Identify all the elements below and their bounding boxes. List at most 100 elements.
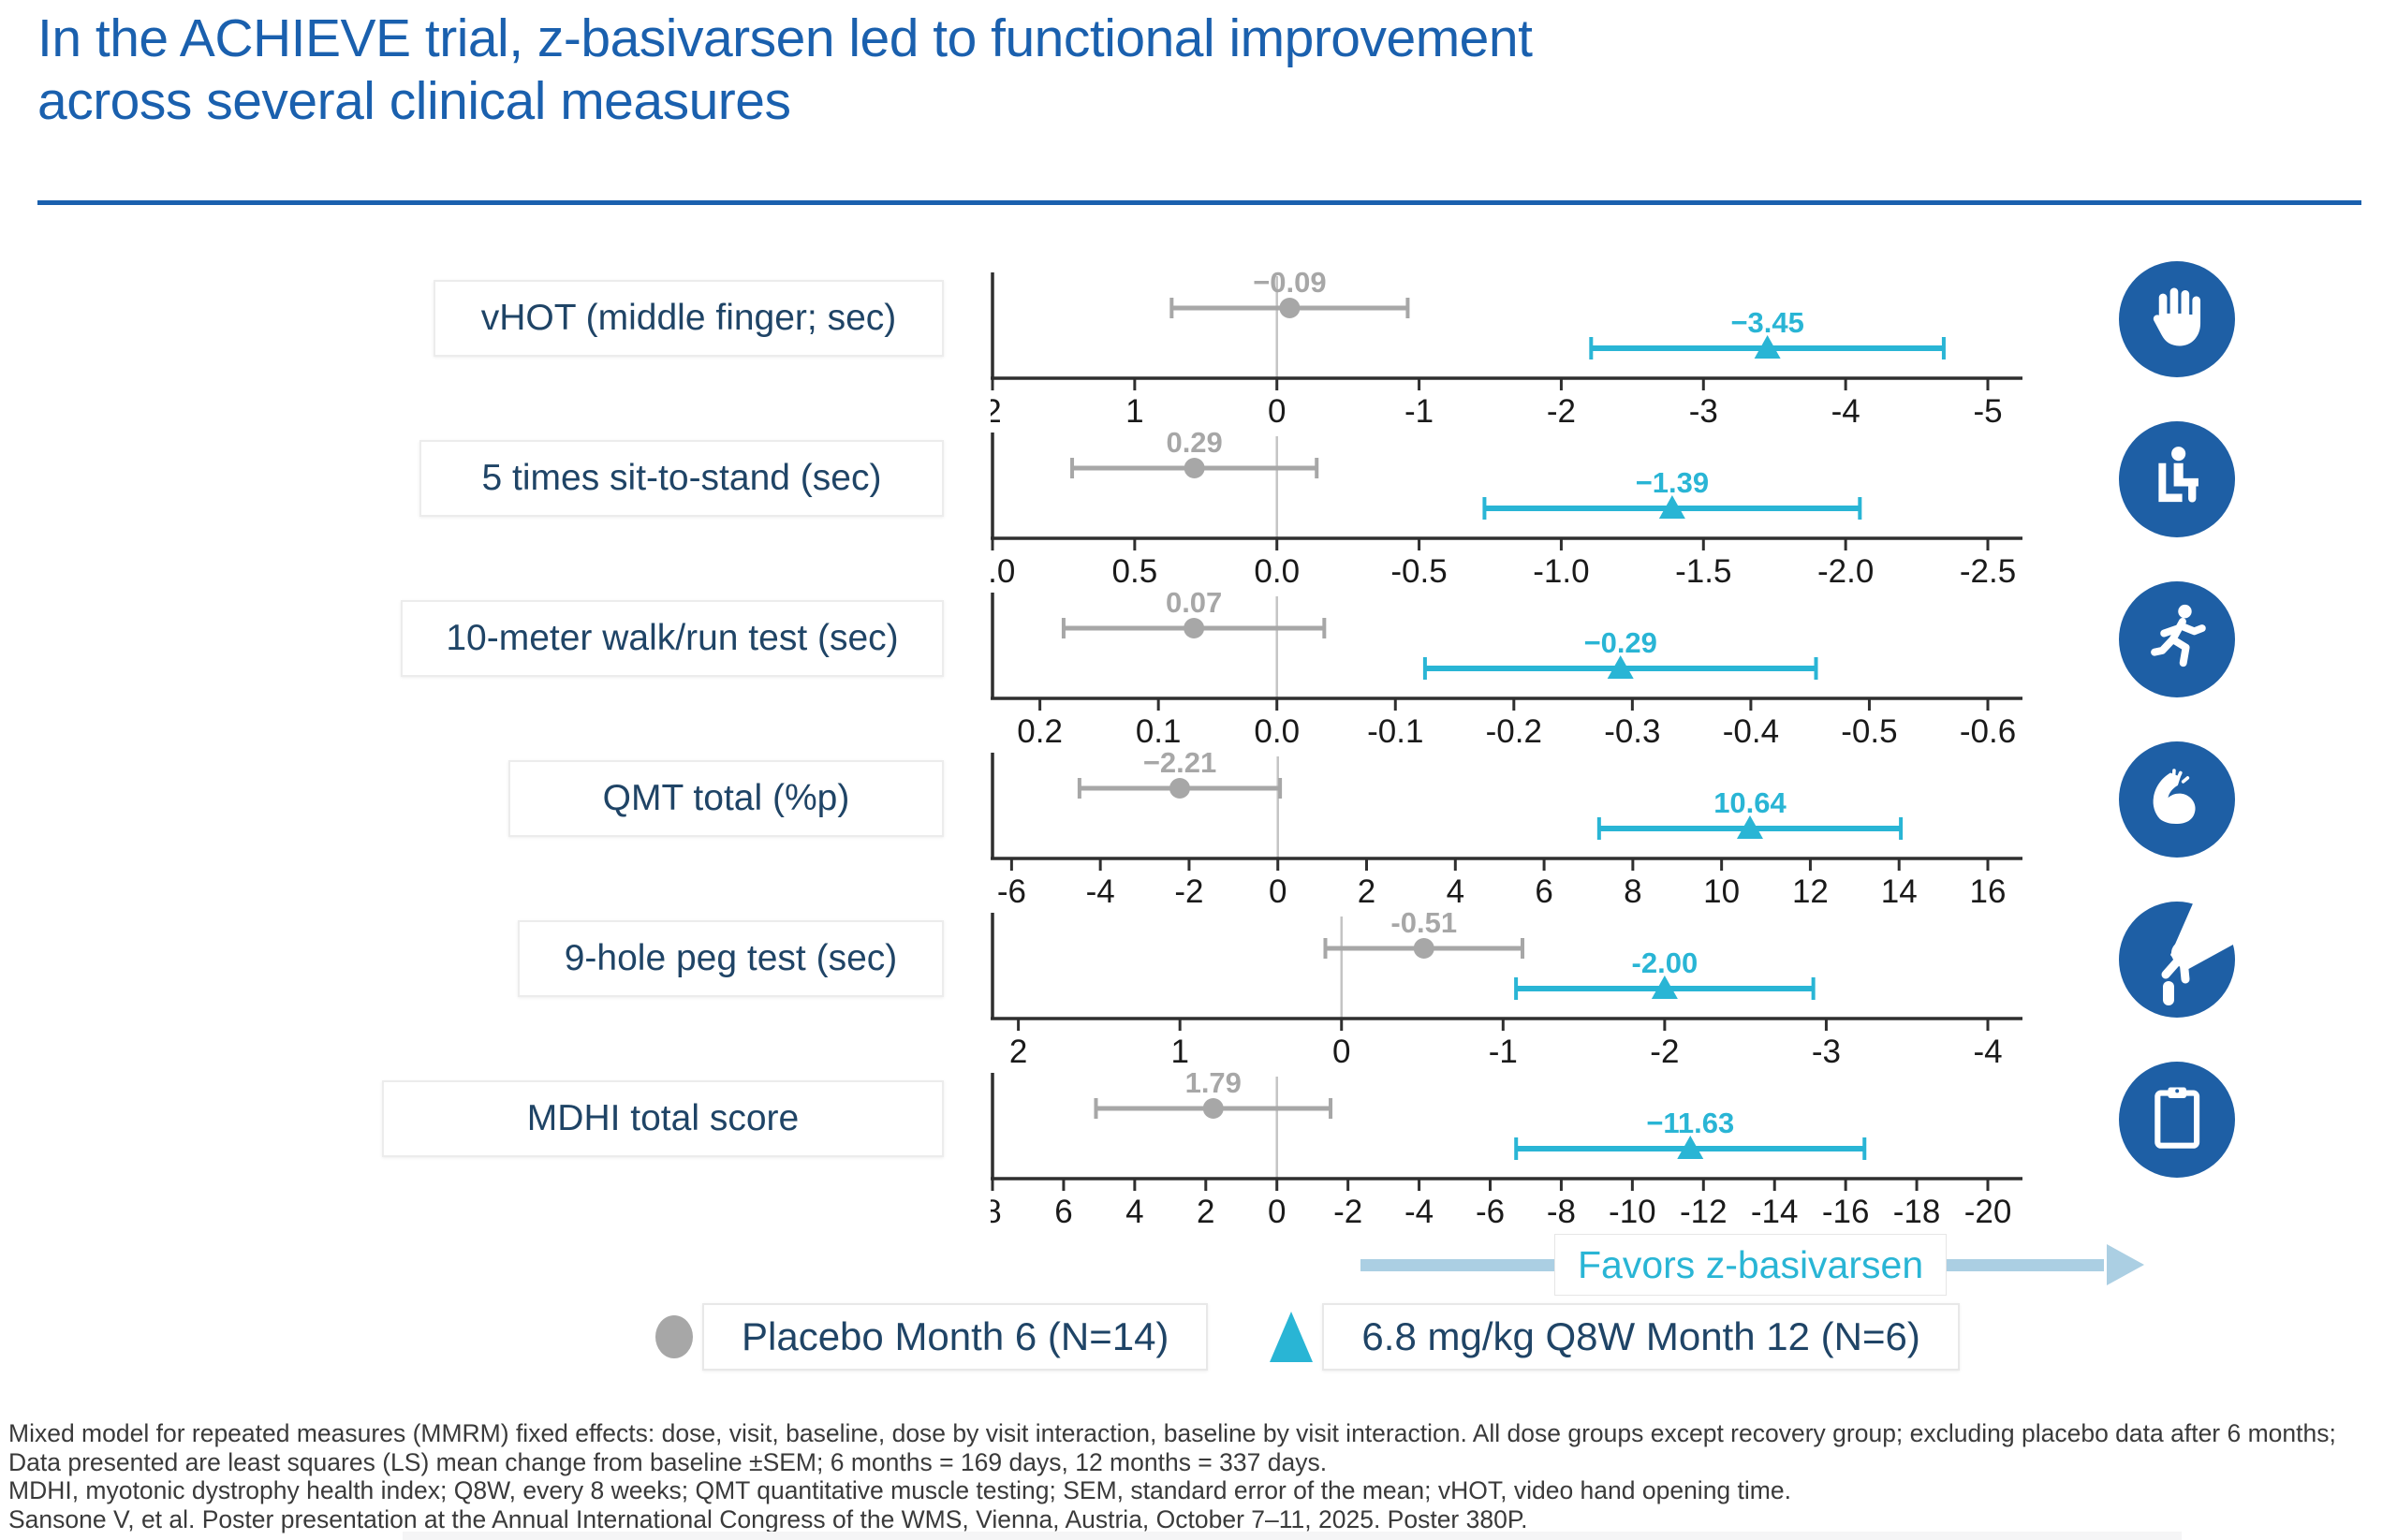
value-label: -0.51 — [1390, 906, 1457, 939]
footnote-line: MDHI, myotonic dystrophy health index; Q… — [8, 1476, 1791, 1504]
placebo-errorbar: −2.21 — [1077, 746, 1283, 799]
placebo-circle-marker-icon — [1184, 618, 1205, 638]
measure-label-box: vHOT (middle finger; sec) — [434, 280, 944, 357]
forest-plot: 1.00.50.0-0.5-1.0-1.5-2.0-2.50.29−1.39 — [970, 426, 2022, 590]
title-divider — [37, 200, 2361, 205]
axis-tick-label: 6 — [1054, 1194, 1072, 1226]
plot-cell: 0.2 0.1 0.0 -0.1 -0.2 -0.3 -0.4 -0.5 -0.6 0.07 −0.… — [991, 574, 2058, 751]
axis-tick-label: -4 — [1831, 393, 1860, 426]
axis-tick-label: -2 — [1174, 873, 1203, 906]
hand-icon — [2114, 257, 2240, 382]
legend: Placebo Month 6 (N=14) 6.8 mg/kg Q8W Mon… — [655, 1303, 1960, 1371]
placebo-circle-marker-icon — [1202, 1098, 1224, 1119]
forest-row: 9-hole peg test (sec) 2 1 0 -1 -2 -3 -4 -0.51 -2.… — [0, 894, 2397, 1070]
footnote-line: Data presented are least squares (LS) me… — [8, 1447, 1328, 1476]
treatment-errorbar: 10.64 — [1596, 786, 1904, 840]
treatment-triangle-marker-icon — [1607, 655, 1634, 679]
axis-tick-label: -1 — [1404, 393, 1434, 426]
axis-tick-label: -1.5 — [1675, 553, 1731, 586]
footnote-line: Sansone V, et al. Poster presentation at… — [8, 1504, 1528, 1533]
peg-test-icon — [2114, 895, 2242, 1022]
treatment-triangle-marker-icon — [1658, 495, 1685, 519]
axis-tick-label: 16 — [1970, 873, 2007, 906]
value-label: 0.07 — [1166, 586, 1222, 619]
measure-label-box: QMT total (%p) — [508, 760, 944, 837]
axis-tick-label: 0.1 — [1136, 713, 1182, 746]
page-title: In the ACHIEVE trial, z-basivarsen led t… — [37, 7, 1533, 132]
axis-tick-label: -0.1 — [1367, 713, 1423, 746]
favors-label: Favors z-basivarsen — [1578, 1242, 1924, 1286]
footnotes: Mixed model for repeated measures (MMRM)… — [8, 1419, 2336, 1533]
placebo-circle-marker-icon — [655, 1315, 693, 1358]
legend-placebo-label: Placebo Month 6 (N=14) — [742, 1314, 1169, 1358]
treatment-errorbar: -2.00 — [1514, 946, 1816, 1000]
axis-tick-label: 4 — [1125, 1194, 1143, 1226]
legend-label-box: Placebo Month 6 (N=14) — [702, 1303, 1209, 1371]
plot-cell: 1.00.50.0-0.5-1.0-1.5-2.0-2.50.29−1.39 — [970, 414, 2058, 591]
axis-tick-label: -8 — [1547, 1194, 1576, 1226]
axis-tick-label: 8 — [1624, 873, 1641, 906]
value-label: 10.64 — [1713, 786, 1787, 819]
measure-label-cell: vHOT (middle finger; sec) — [0, 254, 991, 426]
treatment-errorbar: −0.29 — [1422, 626, 1818, 680]
favors-direction-indicator: Favors z-basivarsen — [1353, 1234, 2144, 1296]
bottom-edge-strip — [403, 1532, 2182, 1540]
axis-tick-label: -18 — [1893, 1194, 1941, 1226]
forest-row: 5 times sit-to-stand (sec)1.00.50.0-0.5-… — [0, 414, 2397, 590]
value-label: −2.21 — [1143, 746, 1216, 779]
axis-tick-label: 0 — [1268, 393, 1286, 426]
treatment-triangle-marker-icon — [1270, 1312, 1314, 1362]
clipboard-icon — [2114, 1057, 2240, 1182]
page-title-line1: In the ACHIEVE trial, z-basivarsen led t… — [37, 8, 1533, 68]
axis-tick-label: 4 — [1447, 873, 1464, 906]
treatment-errorbar: −11.63 — [1514, 1107, 1867, 1160]
forest-plot: 2 1 0 -1 -2 -3 -4 -0.51 -2.00 — [991, 906, 2022, 1070]
legend-label-box: 6.8 mg/kg Q8W Month 12 (N=6) — [1322, 1303, 1960, 1371]
value-label: −0.29 — [1583, 626, 1656, 659]
placebo-errorbar: −0.09 — [1169, 266, 1410, 318]
plot-cell: 8 6 4 2 0 -2 -4 -6 -8 -10 -12 -14 -16 -18 -20 1.79 −11.6… — [983, 1054, 2058, 1231]
forest-plot: 2 1 0 -1 -2 -3 -4 -5−0.09−3.45 — [983, 266, 2022, 430]
favors-label-box: Favors z-basivarsen — [1554, 1234, 1948, 1296]
axis-tick-label: -3 — [1812, 1034, 1841, 1066]
forest-plot: 8 6 4 2 0 -2 -4 -6 -8 -10 -12 -14 -16 -18 -20 1.79 −11.6… — [983, 1066, 2022, 1230]
placebo-errorbar: 1.79 — [1094, 1066, 1333, 1119]
placebo-circle-marker-icon — [1413, 938, 1434, 959]
page-title-line2: across several clinical measures — [37, 70, 791, 131]
placebo-circle-marker-icon — [1169, 778, 1190, 799]
axis-tick-label: -0.4 — [1723, 713, 1779, 746]
measure-label-box: 10-meter walk/run test (sec) — [401, 600, 944, 677]
treatment-triangle-marker-icon — [1754, 335, 1781, 359]
placebo-errorbar: 0.07 — [1061, 586, 1327, 638]
axis-tick-label: -0.5 — [1841, 713, 1897, 746]
axis-tick-label: 0.0 — [1254, 713, 1300, 746]
bicep-icon — [2114, 737, 2240, 862]
value-label: 0.29 — [1166, 426, 1222, 459]
sit-to-stand-icon — [2114, 417, 2240, 542]
axis-tick-label: -0.6 — [1960, 713, 2016, 746]
axis-tick-label: -4 — [1404, 1194, 1434, 1226]
treatment-errorbar: −1.39 — [1482, 466, 1862, 520]
plot-cell: -6 -4 -2 0 2 4 6 8 10 12 14 16 −2.21 10.64 — [991, 734, 2058, 911]
legend-item-treatment: 6.8 mg/kg Q8W Month 12 (N=6) — [1270, 1303, 1960, 1371]
axis-tick-label: 6 — [1535, 873, 1552, 906]
axis-tick-label: -2 — [1333, 1194, 1362, 1226]
axis-tick-label: 12 — [1792, 873, 1829, 906]
axis-tick-label: -20 — [1964, 1194, 2012, 1226]
value-label: −11.63 — [1646, 1107, 1734, 1139]
runner-icon — [2114, 577, 2240, 702]
value-label: −3.45 — [1730, 306, 1803, 339]
placebo-circle-marker-icon — [1279, 298, 1301, 318]
value-label: −0.09 — [1253, 266, 1326, 299]
legend-treatment-label: 6.8 mg/kg Q8W Month 12 (N=6) — [1361, 1314, 1920, 1358]
axis-tick-label: 1 — [1125, 393, 1143, 426]
forest-row: 10-meter walk/run test (sec) 0.2 0.1 0.0 -0.… — [0, 574, 2397, 750]
value-label: 1.79 — [1185, 1066, 1242, 1099]
axis-tick-label: 2 — [1009, 1034, 1027, 1066]
value-label: −1.39 — [1636, 466, 1709, 499]
axis-tick-label: -14 — [1751, 1194, 1799, 1226]
axis-tick-label: -12 — [1680, 1194, 1728, 1226]
axis-tick-label: 8 — [991, 1194, 1002, 1226]
forest-row: QMT total (%p) -6 -4 -2 0 2 4 6 8 10 12 14 16 −2.21 10… — [0, 734, 2397, 910]
